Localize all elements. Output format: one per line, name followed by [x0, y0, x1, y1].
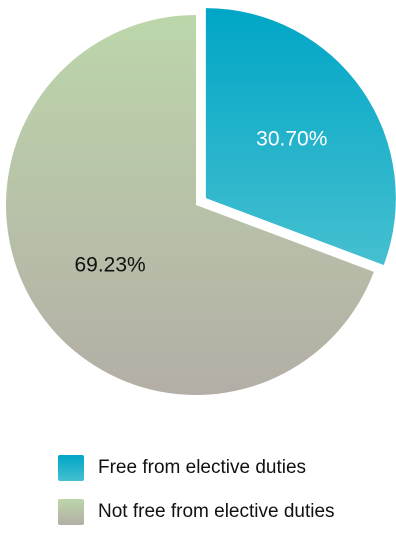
pie-chart: 30.70% 69.23%: [5, 8, 396, 396]
slice-label-free: 30.70%: [256, 128, 327, 151]
pie-slice-not-free: [5, 15, 374, 396]
pie-slice-free: [205, 8, 396, 266]
legend-swatch-free: [58, 455, 84, 481]
legend-swatch-not-free: [58, 499, 84, 525]
chart-legend: Free from elective duties Not free from …: [58, 446, 335, 534]
legend-label-free: Free from elective duties: [98, 457, 307, 478]
legend-label-not-free: Not free from elective duties: [98, 501, 335, 522]
legend-item-free: Free from elective duties: [58, 446, 335, 490]
legend-item-not-free: Not free from elective duties: [58, 490, 335, 534]
slice-label-not-free: 69.23%: [74, 253, 145, 276]
